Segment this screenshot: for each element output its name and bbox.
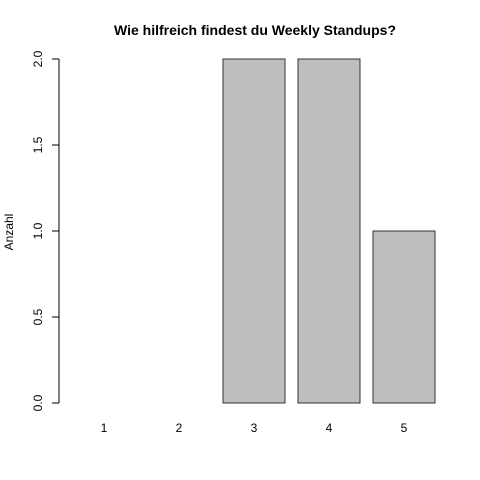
x-tick-label: 3 [251,421,258,435]
bar-4 [298,59,360,403]
bar-3 [223,59,285,403]
y-tick-label: 1.5 [31,136,45,153]
x-tick-label: 5 [401,421,408,435]
x-tick-label: 4 [326,421,333,435]
bars-group [223,59,435,403]
chart-title: Wie hilfreich findest du Weekly Standups… [114,22,396,38]
x-axis-labels: 1 2 3 4 5 [101,421,408,435]
x-tick-label: 1 [101,421,108,435]
bar-5 [373,231,435,403]
x-tick-label: 2 [176,421,183,435]
y-tick-label: 0.5 [31,308,45,325]
y-tick-label: 1.0 [31,222,45,239]
y-tick-label: 0.0 [31,394,45,411]
y-axis-label: Anzahl [2,214,16,251]
y-tick-label: 2.0 [31,50,45,67]
y-axis: 0.0 0.5 1.0 1.5 2.0 [31,50,59,411]
